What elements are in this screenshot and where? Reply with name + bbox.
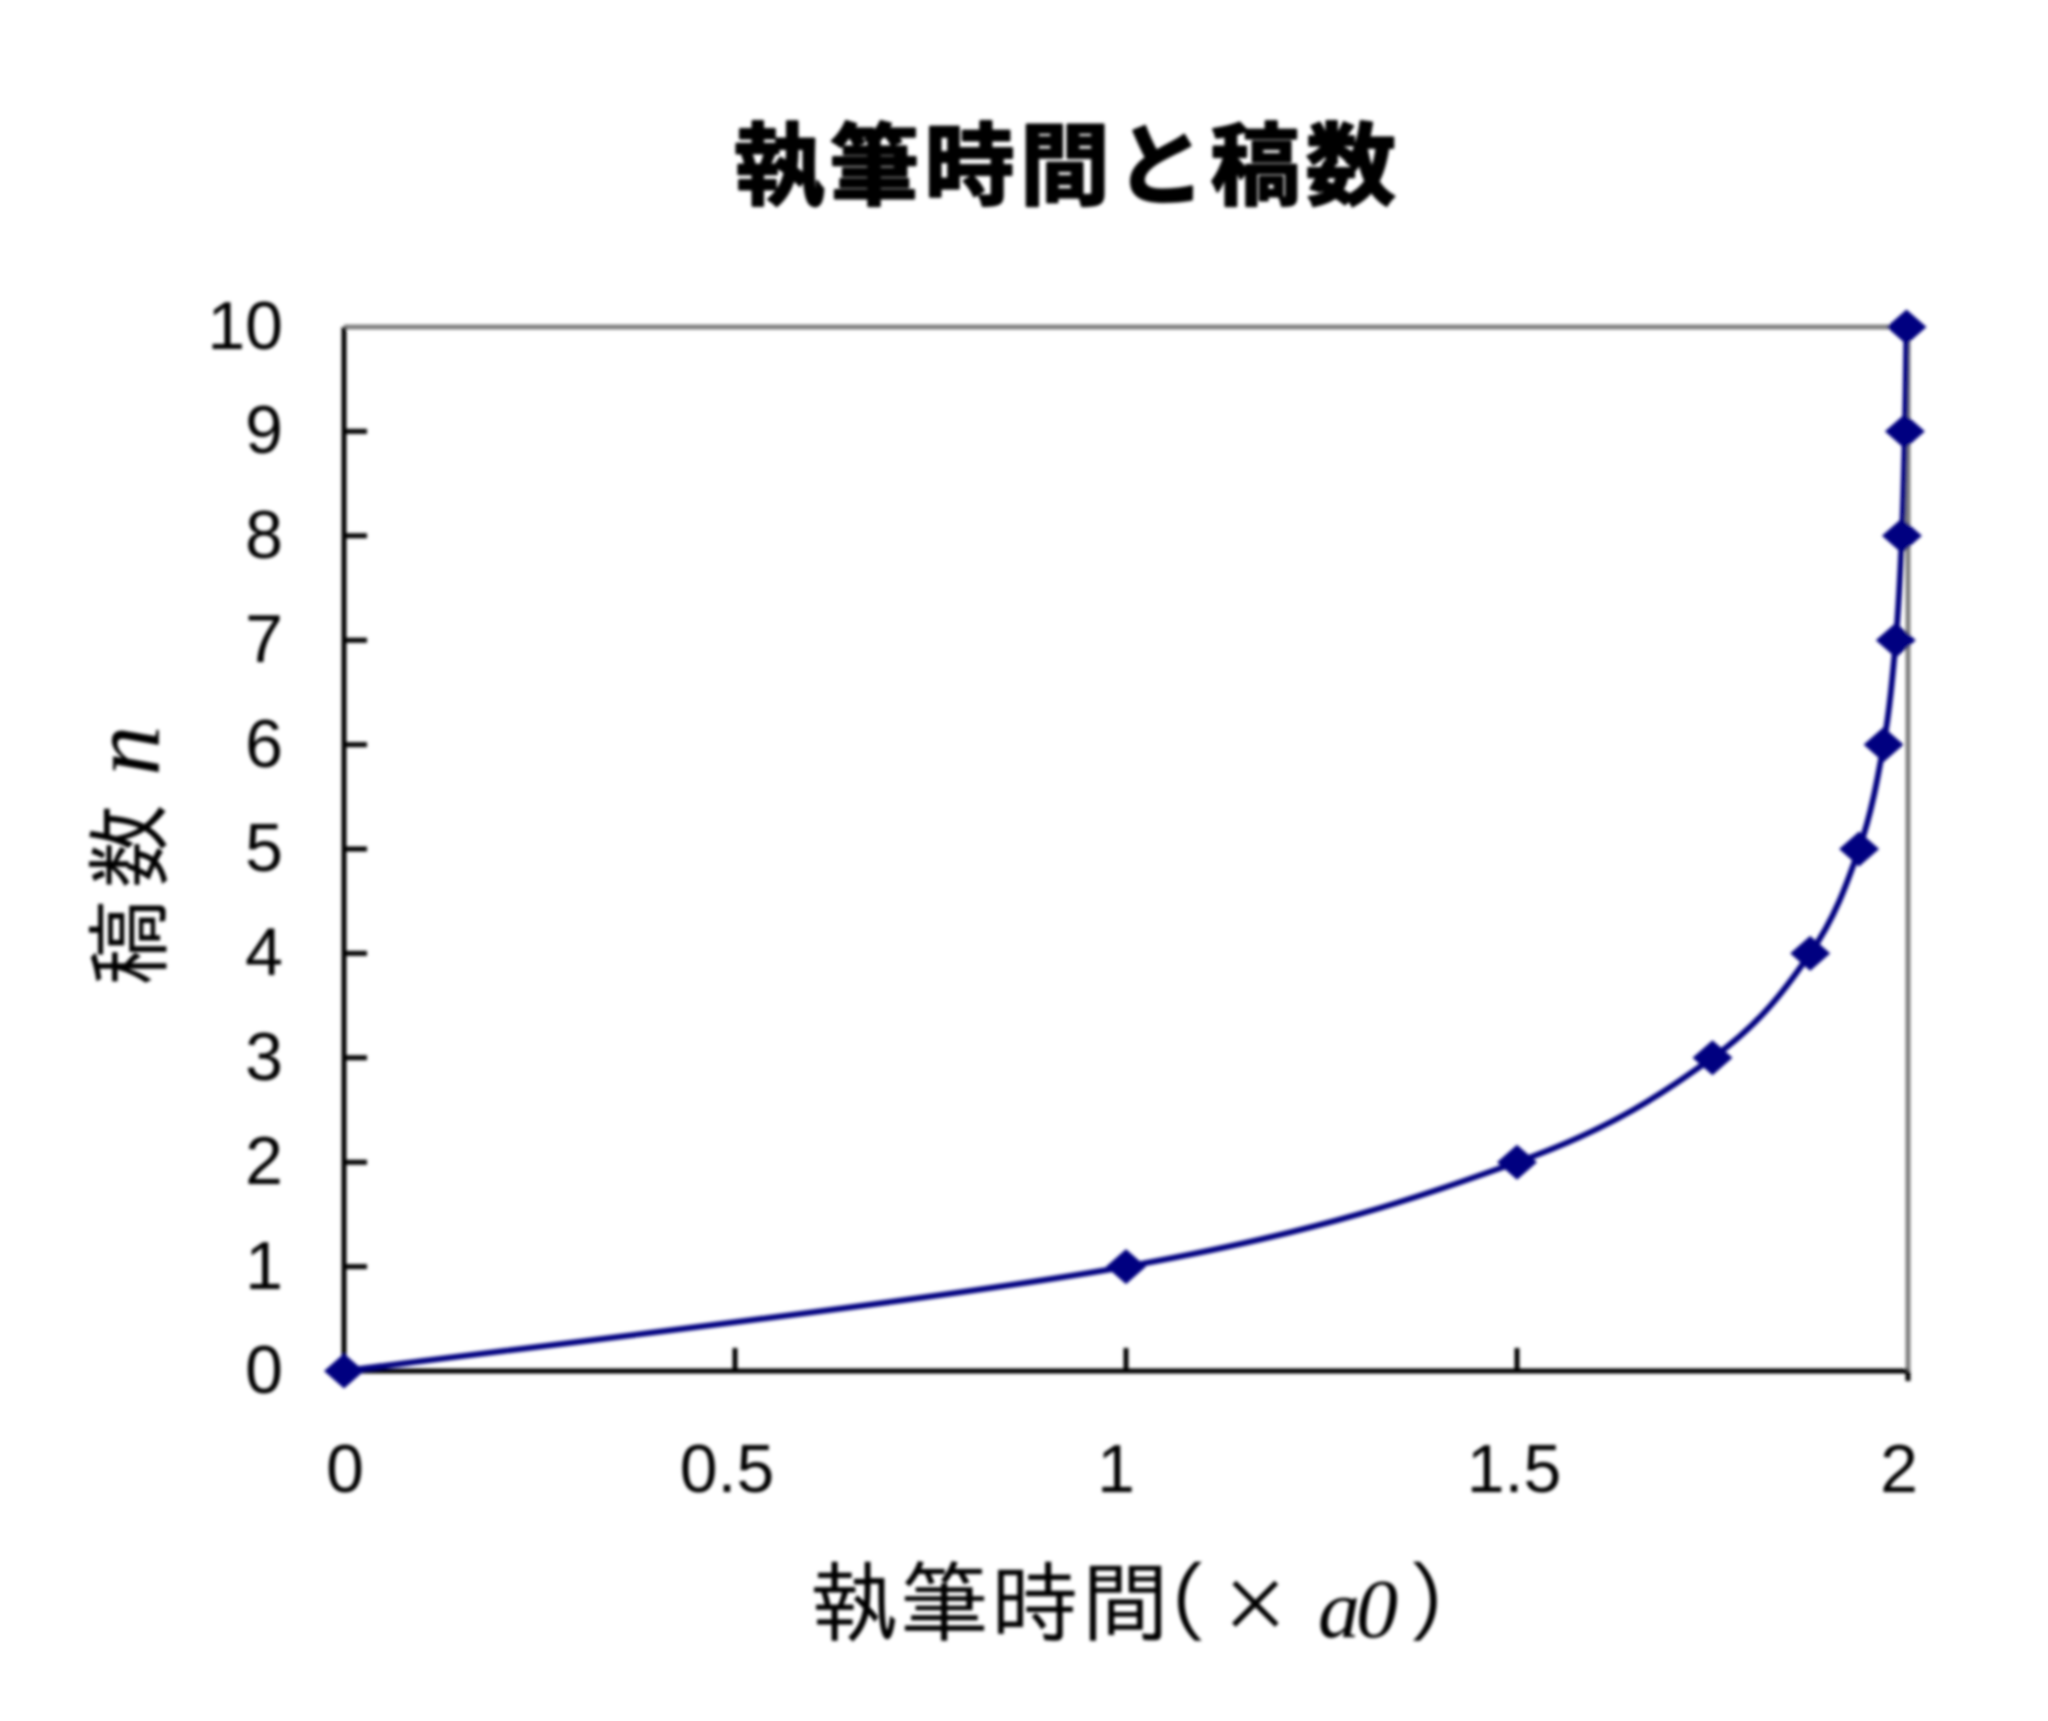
svg-text:2: 2	[245, 1123, 283, 1199]
svg-text:3: 3	[245, 1019, 283, 1095]
svg-text:2: 2	[1880, 1431, 1918, 1507]
svg-text:5: 5	[245, 810, 283, 886]
svg-text:1.5: 1.5	[1467, 1431, 1562, 1507]
svg-text:n: n	[70, 726, 181, 776]
svg-text:8: 8	[245, 497, 283, 573]
svg-text:1: 1	[1097, 1431, 1135, 1507]
svg-text:6: 6	[245, 706, 283, 782]
svg-text:9: 9	[245, 392, 283, 468]
svg-text:10: 10	[207, 288, 283, 364]
svg-text:0: 0	[245, 1332, 283, 1408]
svg-text:a0: a0	[1318, 1563, 1397, 1656]
svg-text:0.5: 0.5	[680, 1431, 775, 1507]
svg-text:4: 4	[245, 914, 283, 990]
svg-text:0: 0	[326, 1431, 364, 1507]
svg-text:1: 1	[245, 1228, 283, 1304]
svg-text:7: 7	[245, 601, 283, 677]
